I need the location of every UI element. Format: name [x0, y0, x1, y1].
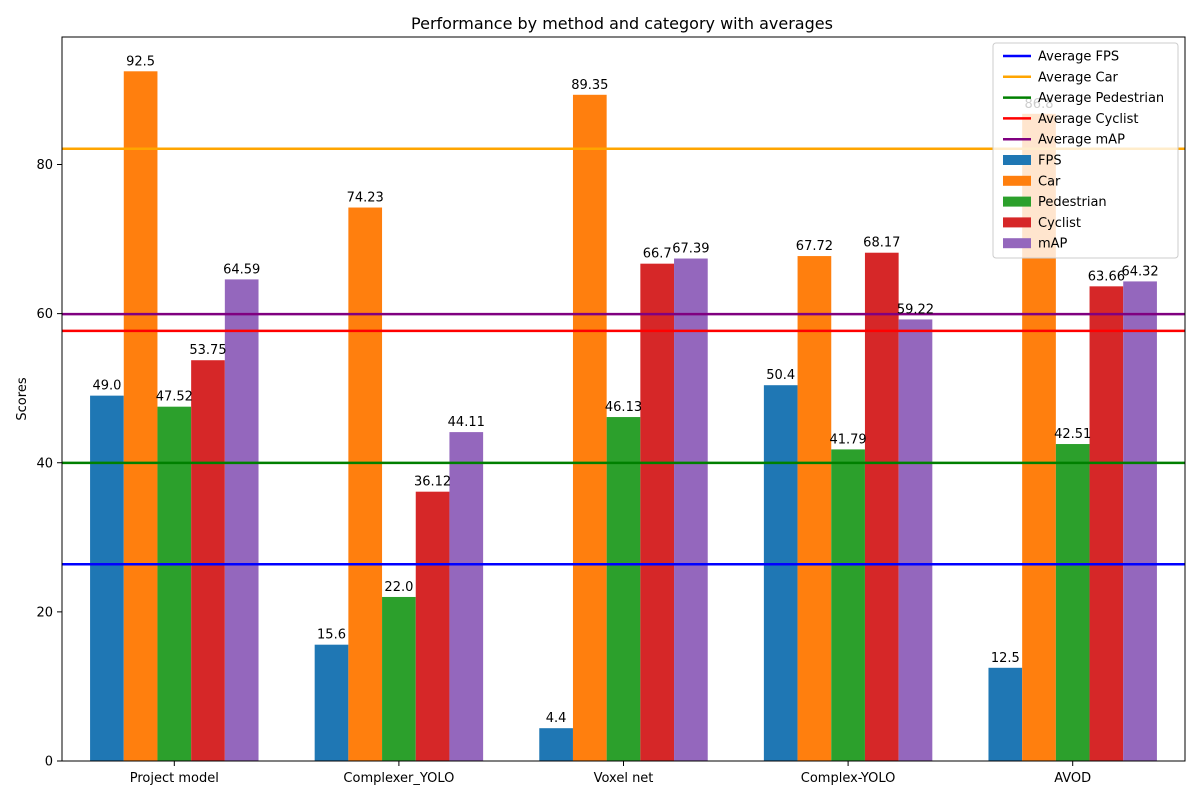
bar: [1089, 286, 1124, 761]
x-tick-label: Complex-YOLO: [801, 771, 896, 786]
bars-layer: [90, 71, 1157, 762]
legend-box: [992, 42, 1179, 259]
bar: [572, 94, 607, 762]
data-label: 42.51: [1054, 427, 1091, 442]
data-label: 49.0: [92, 379, 121, 394]
y-tick-label: 20: [36, 605, 53, 620]
bar: [674, 258, 708, 761]
bar: [157, 406, 192, 761]
data-label: 64.59: [223, 262, 260, 277]
legend-bar-swatch: [1003, 175, 1031, 186]
legend-label: Cyclist: [1038, 216, 1081, 231]
bar: [539, 728, 573, 761]
bar: [763, 385, 798, 761]
bar: [640, 263, 675, 761]
bar: [831, 449, 865, 761]
x-tick-label: Complexer_YOLO: [343, 771, 454, 786]
data-label: 22.0: [384, 580, 413, 595]
y-tick-label: 60: [36, 307, 53, 322]
legend-label: Average Pedestrian: [1038, 91, 1164, 106]
data-label: 67.39: [672, 242, 709, 257]
bar: [449, 432, 484, 761]
legend-label: Average Car: [1038, 70, 1119, 85]
data-label: 67.72: [796, 239, 833, 254]
bar: [988, 667, 1023, 761]
x-tick-label: Project model: [130, 771, 219, 786]
y-tick-label: 0: [45, 755, 53, 770]
bar: [348, 207, 383, 762]
data-label: 66.7: [643, 247, 672, 262]
x-tick-label: Voxel net: [594, 771, 654, 786]
bar: [1123, 281, 1157, 761]
data-label: 53.75: [189, 343, 226, 358]
legend-bar-swatch: [1003, 238, 1031, 249]
legend: Average FPS Average Car Average Pedestrian…: [992, 42, 1179, 259]
data-label: 47.52: [156, 390, 193, 405]
data-label: 12.5: [991, 651, 1020, 666]
data-label: 44.11: [448, 415, 485, 430]
legend-bar-swatch: [1003, 155, 1031, 165]
bar: [898, 319, 933, 761]
chart-title: Performance by method and category with …: [411, 14, 833, 33]
legend-label: mAP: [1038, 237, 1068, 252]
legend-label: Average FPS: [1038, 50, 1119, 65]
data-label: 64.32: [1121, 264, 1158, 279]
data-label: 4.4: [546, 711, 567, 726]
axes-layer: 0 20 40 60 80 Project model Complexer_YOLO Voxe…: [36, 36, 1186, 786]
y-axis-label: Scores: [15, 377, 30, 420]
bar: [1055, 444, 1090, 761]
data-label: 68.17: [863, 236, 900, 251]
legend-label: FPS: [1038, 154, 1062, 169]
data-label: 74.23: [347, 191, 384, 206]
data-labels-layer: 49.015.64.450.412.592.574.2389.3567.7286…: [92, 54, 1158, 726]
data-label: 63.66: [1088, 269, 1125, 284]
legend-label: Pedestrian: [1038, 195, 1107, 210]
bar: [123, 71, 158, 762]
data-label: 59.22: [897, 302, 934, 317]
bar: [224, 279, 259, 761]
data-label: 92.5: [126, 54, 155, 69]
x-tick-label: AVOD: [1054, 771, 1091, 786]
y-tick-label: 80: [36, 158, 53, 173]
data-label: 89.35: [571, 78, 608, 93]
bar: [191, 360, 225, 761]
legend-bar-swatch: [1003, 196, 1031, 207]
bar: [606, 417, 641, 761]
legend-label: Average Cyclist: [1038, 112, 1139, 127]
legend-label: Average mAP: [1038, 133, 1125, 148]
data-label: 15.6: [317, 628, 346, 643]
bar: [415, 491, 450, 761]
y-tick-label: 40: [36, 456, 53, 471]
data-label: 36.12: [414, 475, 451, 490]
bar: [797, 256, 832, 761]
bar: [382, 596, 416, 761]
data-label: 50.4: [766, 368, 795, 383]
bar: [314, 644, 349, 761]
legend-label: Car: [1038, 174, 1061, 189]
bar: [864, 252, 899, 762]
legend-bar-swatch: [1003, 217, 1031, 228]
bar: [90, 395, 124, 761]
data-label: 41.79: [829, 432, 866, 447]
data-label: 46.13: [605, 400, 642, 415]
